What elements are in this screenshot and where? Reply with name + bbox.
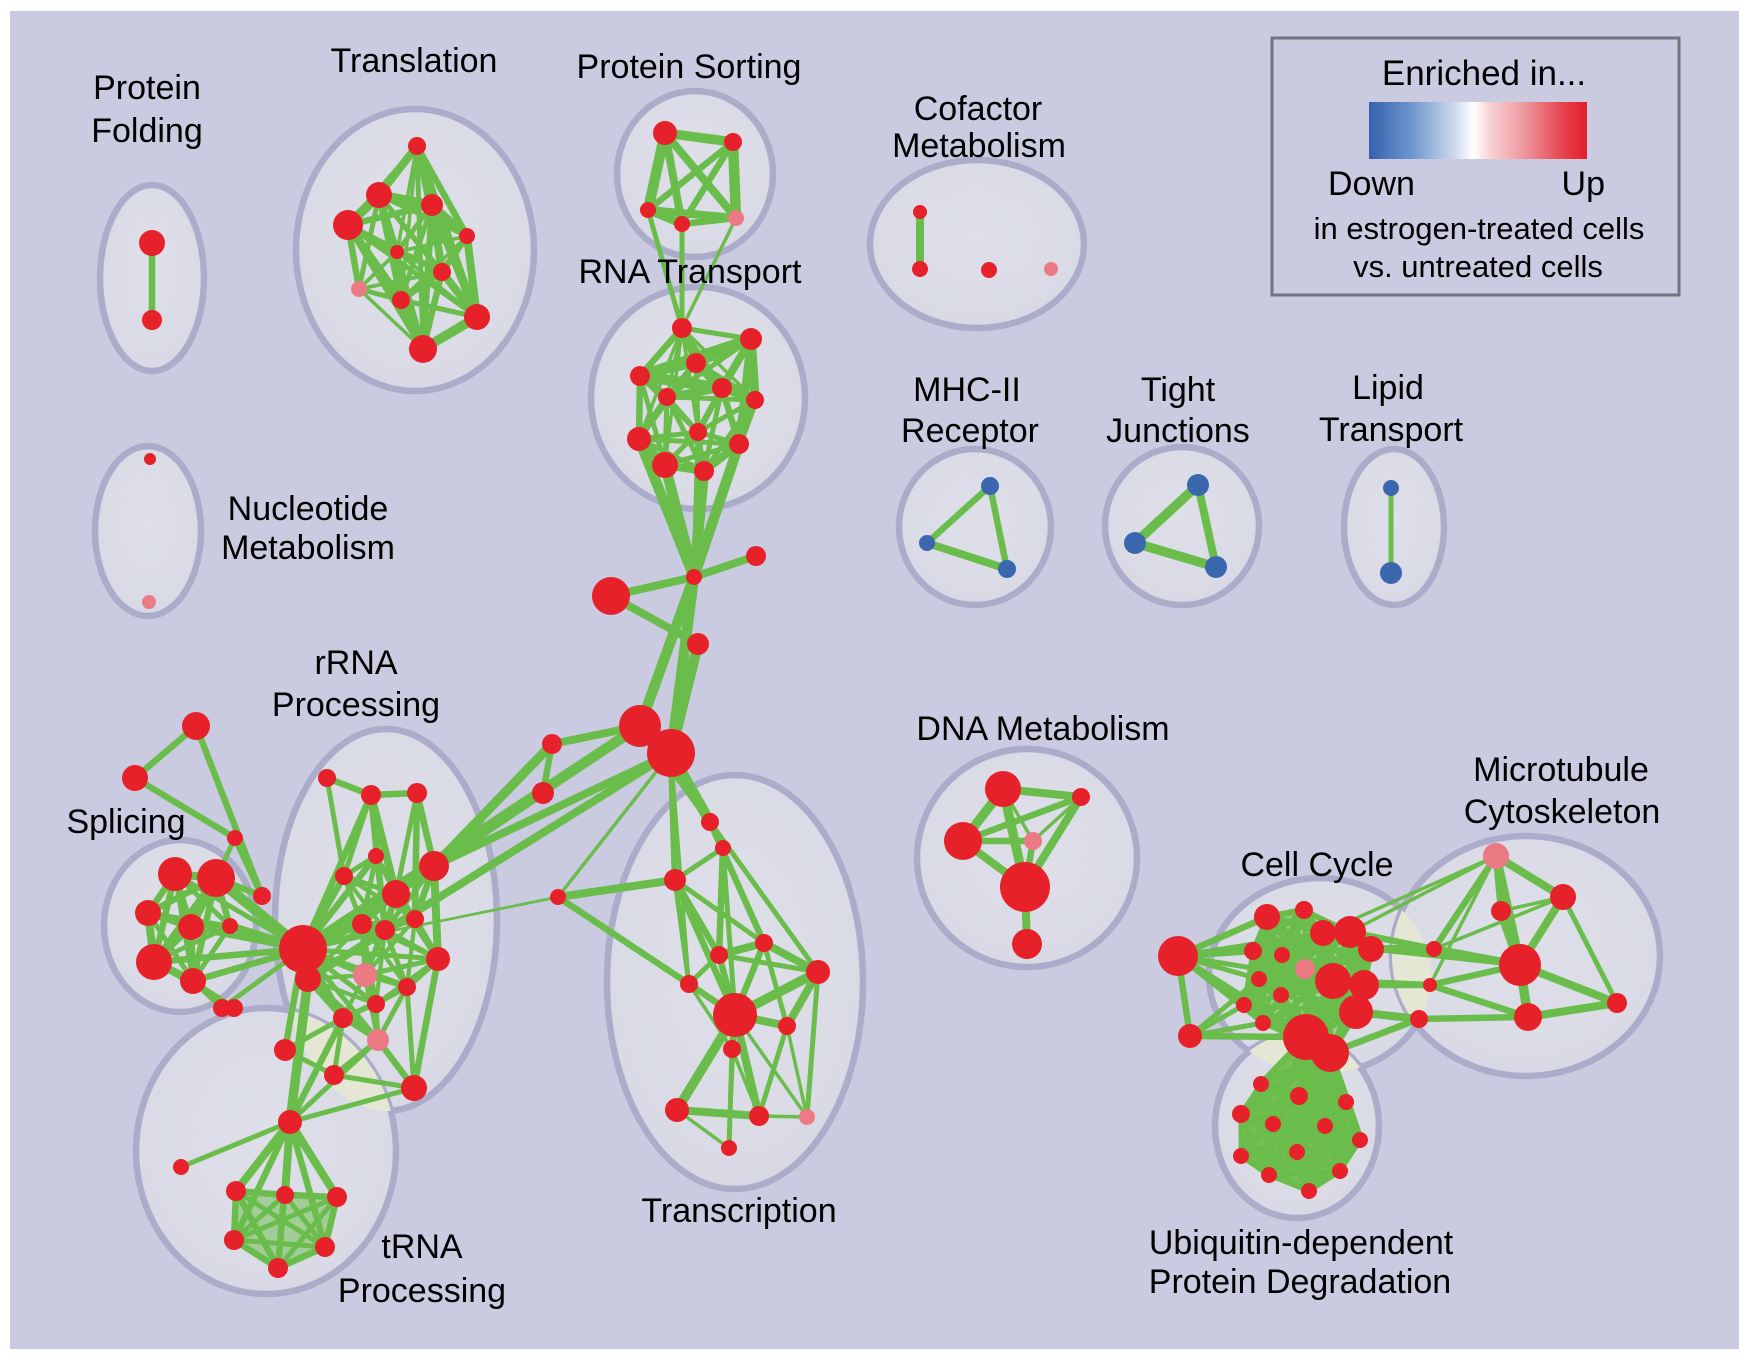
svg-text:Junctions: Junctions [1106, 412, 1250, 450]
svg-text:Cofactor: Cofactor [914, 90, 1043, 128]
svg-text:Protein Degradation: Protein Degradation [1149, 1263, 1451, 1301]
svg-text:DNA Metabolism: DNA Metabolism [916, 710, 1169, 748]
svg-text:tRNA: tRNA [381, 1228, 463, 1266]
svg-text:Microtubule: Microtubule [1473, 751, 1649, 789]
svg-text:Up: Up [1562, 165, 1605, 203]
svg-text:Ubiquitin-dependent: Ubiquitin-dependent [1149, 1224, 1454, 1262]
svg-text:Protein: Protein [93, 69, 201, 107]
svg-text:RNA Transport: RNA Transport [579, 253, 803, 291]
svg-text:Protein Sorting: Protein Sorting [577, 48, 802, 86]
svg-text:Processing: Processing [272, 686, 440, 724]
svg-text:vs. untreated cells: vs. untreated cells [1353, 249, 1603, 284]
svg-text:Down: Down [1328, 165, 1415, 203]
svg-text:Cytoskeleton: Cytoskeleton [1464, 793, 1661, 831]
svg-text:Folding: Folding [91, 112, 203, 150]
svg-text:Lipid: Lipid [1352, 369, 1424, 407]
svg-text:Processing: Processing [338, 1272, 506, 1310]
svg-text:Transcription: Transcription [641, 1192, 836, 1230]
svg-text:Metabolism: Metabolism [892, 127, 1066, 165]
svg-text:Splicing: Splicing [66, 803, 185, 841]
svg-text:in estrogen-treated cells: in estrogen-treated cells [1314, 211, 1645, 246]
svg-text:Enriched in...: Enriched in... [1382, 54, 1586, 93]
svg-text:Cell Cycle: Cell Cycle [1240, 846, 1393, 884]
svg-text:Nucleotide: Nucleotide [228, 490, 389, 528]
svg-text:Receptor: Receptor [901, 412, 1039, 450]
svg-text:Metabolism: Metabolism [221, 529, 395, 567]
svg-text:Translation: Translation [331, 42, 498, 80]
svg-text:Transport: Transport [1319, 411, 1464, 449]
svg-text:MHC-II: MHC-II [913, 371, 1021, 409]
svg-text:rRNA: rRNA [314, 644, 397, 682]
svg-text:Tight: Tight [1141, 371, 1216, 409]
